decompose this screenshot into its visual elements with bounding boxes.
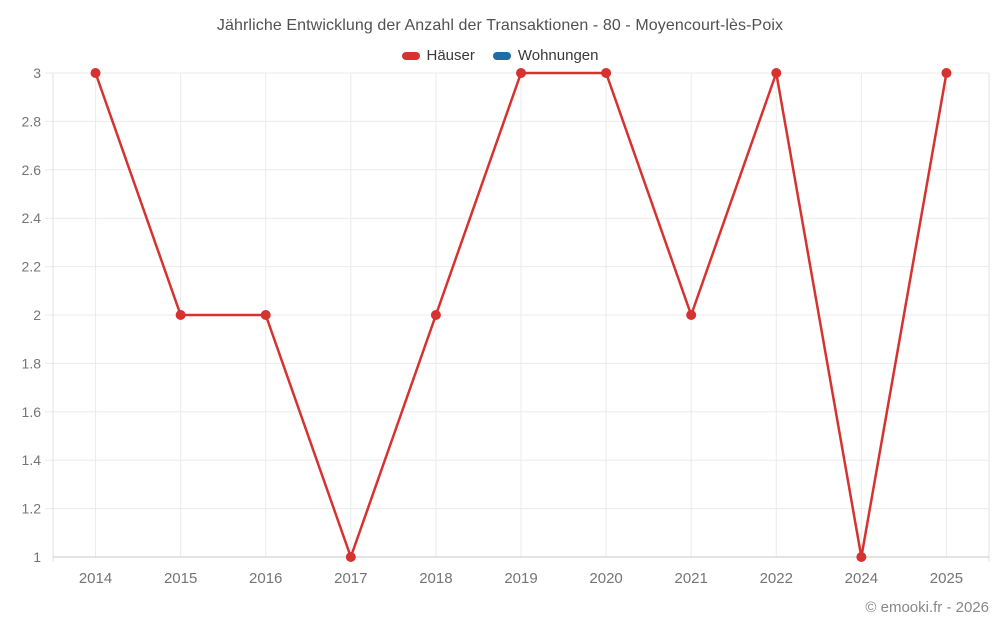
legend-item-wohnungen[interactable]: Wohnungen — [492, 47, 599, 64]
y-axis-tick-label: 2.4 — [22, 210, 42, 226]
data-point[interactable] — [686, 310, 697, 320]
legend-label-haeuser: Häuser — [426, 47, 475, 64]
legend: Häuser Wohnungen — [0, 47, 1000, 64]
data-point[interactable] — [601, 68, 612, 78]
data-point[interactable] — [345, 552, 356, 562]
legend-swatch-wohnungen-icon — [492, 51, 511, 60]
data-point[interactable] — [771, 68, 782, 78]
x-axis-tick-label: 2025 — [930, 570, 963, 587]
x-axis-tick-label: 2022 — [760, 570, 793, 587]
y-axis-tick-label: 3 — [33, 65, 41, 81]
legend-swatch-haeuser-icon — [401, 51, 420, 60]
x-axis-tick-label: 2017 — [334, 570, 367, 587]
x-axis-tick-label: 2021 — [674, 570, 707, 587]
x-axis-tick-label: 2019 — [504, 570, 537, 587]
data-point[interactable] — [516, 68, 526, 78]
y-axis-tick-label: 1.2 — [22, 501, 42, 517]
data-point[interactable] — [175, 310, 186, 320]
y-axis-tick-label: 1.8 — [22, 355, 42, 371]
x-axis-tick-label: 2020 — [589, 570, 622, 587]
y-axis-tick-label: 1.6 — [22, 404, 42, 420]
y-axis-tick-label: 2.8 — [22, 113, 42, 129]
y-axis-tick-label: 2.2 — [22, 259, 42, 275]
data-point[interactable] — [260, 310, 271, 320]
y-axis-tick-label: 2 — [33, 307, 41, 323]
chart-title: Jährliche Entwicklung der Anzahl der Tra… — [216, 17, 784, 34]
y-axis-tick-label: 1 — [33, 549, 41, 565]
x-axis-tick-label: 2015 — [164, 570, 197, 587]
y-axis-tick-label: 1.4 — [22, 452, 42, 468]
data-point[interactable] — [90, 68, 101, 78]
y-axis-tick-label: 2.6 — [22, 162, 42, 178]
legend-item-haeuser[interactable]: Häuser — [401, 47, 475, 64]
data-point[interactable] — [941, 68, 952, 78]
data-point[interactable] — [856, 552, 867, 562]
x-axis-tick-label: 2014 — [79, 570, 112, 587]
data-point[interactable] — [430, 310, 441, 320]
x-axis-tick-label: 2024 — [845, 570, 878, 587]
x-axis-tick-label: 2018 — [419, 570, 452, 587]
legend-label-wohnungen: Wohnungen — [517, 47, 599, 64]
copyright-text: © emooki.fr - 2026 — [865, 599, 989, 616]
x-axis-tick-label: 2016 — [249, 570, 282, 587]
